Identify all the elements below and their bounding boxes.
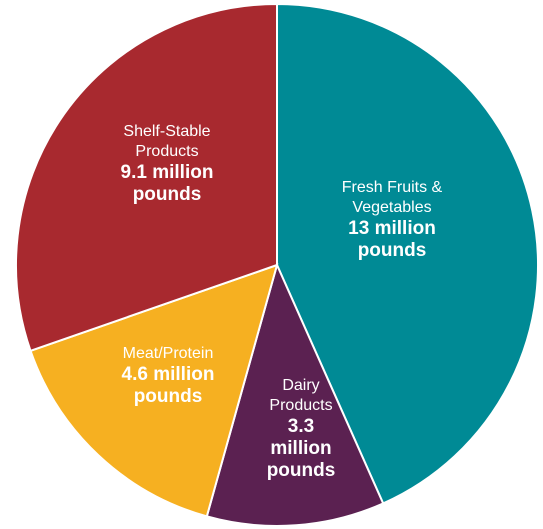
slice-value-text: 13 million	[348, 218, 436, 239]
slice-value-text: 9.1 million	[121, 162, 214, 183]
slice-name-text: Shelf-Stable	[123, 123, 210, 140]
pie-slice-fresh-fruits-vegetables	[276, 2, 539, 505]
slice-value-text: pounds	[358, 240, 427, 261]
slice-value-text: 3.3	[288, 416, 314, 437]
slice-value-text: million	[270, 438, 331, 459]
pie-slice-shelf-stable-products	[15, 2, 278, 353]
slice-name-text: Meat/Protein	[123, 345, 214, 362]
slice-name-text: Products	[135, 143, 198, 160]
slice-value-text: pounds	[134, 386, 203, 407]
slice-value-text: pounds	[133, 184, 202, 205]
pie-slice-dairy-products	[205, 262, 385, 527]
pie-slices	[15, 2, 539, 527]
pie-slice-meat-protein	[29, 263, 279, 518]
slice-value-text: pounds	[267, 460, 336, 481]
slice-name-text: Products	[269, 397, 332, 414]
slice-name-text: Fresh Fruits &	[342, 179, 443, 196]
slice-value-text: 4.6 million	[122, 364, 215, 385]
slice-name-text: Vegetables	[352, 199, 431, 216]
slice-name-text: Dairy	[282, 377, 319, 394]
